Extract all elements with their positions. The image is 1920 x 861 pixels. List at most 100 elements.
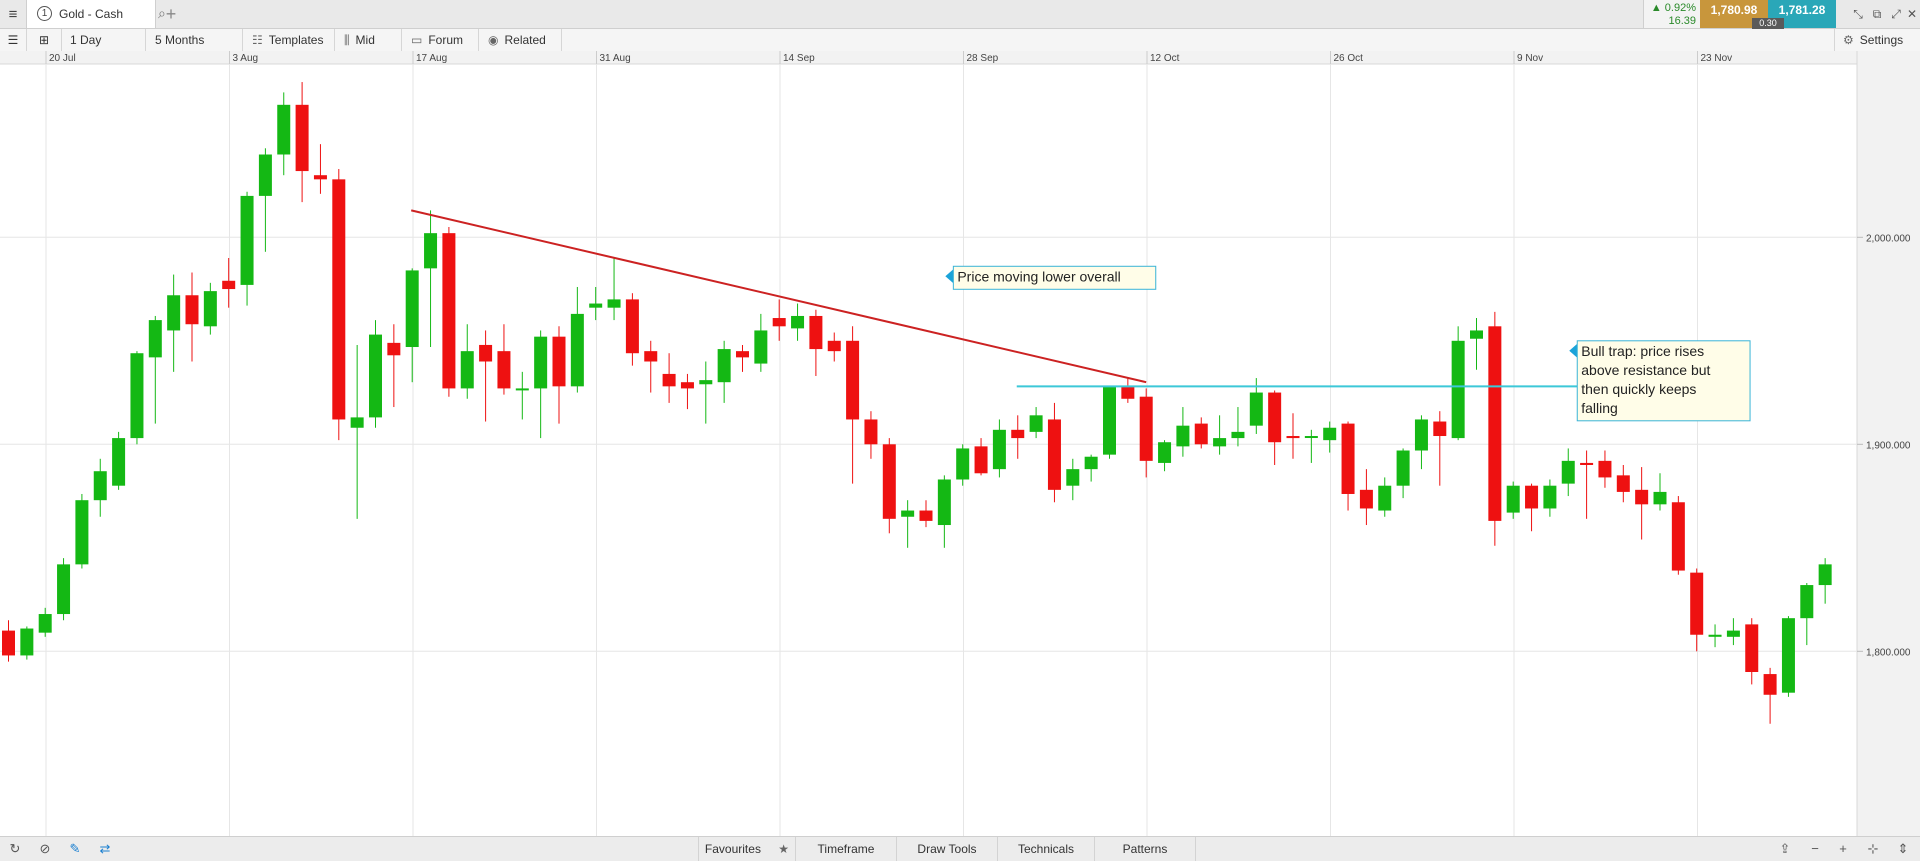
candle (1359, 469, 1373, 526)
pencil-icon[interactable]: ✎ (69, 841, 81, 856)
candle-body (864, 419, 878, 445)
candle (1231, 407, 1245, 447)
zoom-in-icon[interactable]: + (1839, 841, 1847, 856)
candle (332, 168, 346, 441)
callout-text: Price moving lower overall (957, 268, 1120, 284)
crosshair-icon[interactable]: ⊹ (1867, 841, 1879, 856)
popout-icon[interactable]: ⧉ (1872, 7, 1882, 21)
candle (1304, 429, 1318, 463)
candle (1745, 618, 1759, 685)
candle (1525, 483, 1539, 532)
candle-body (791, 315, 805, 329)
candle-body (809, 315, 823, 350)
tab-draw-tools[interactable]: Draw Tools (896, 837, 997, 861)
tab-patterns[interactable]: Patterns (1094, 837, 1196, 861)
candle (1176, 407, 1190, 457)
export-icon[interactable]: ⇪ (1779, 841, 1791, 856)
candle-body (1213, 438, 1227, 447)
settings-button[interactable]: ⚙ Settings (1834, 29, 1920, 51)
candle-body (515, 388, 529, 391)
candle-body (2, 630, 15, 656)
candle (148, 315, 162, 424)
candle (1396, 448, 1410, 499)
candle (479, 330, 493, 422)
candle (1323, 421, 1337, 453)
cancel-icon[interactable]: ⊘ (39, 841, 51, 856)
maximize-icon[interactable]: ⤢ (1891, 7, 1901, 21)
candle (937, 475, 951, 548)
candle (1763, 667, 1777, 724)
forum-button[interactable]: ▭ Forum (403, 29, 479, 51)
list-view-icon[interactable]: ☰ (0, 29, 27, 51)
candle-body (240, 195, 254, 285)
candle (313, 144, 327, 194)
candle-body (827, 340, 841, 352)
candles (2, 82, 1832, 724)
candle (1561, 448, 1575, 497)
fit-icon[interactable]: ⇕ (1897, 841, 1909, 856)
candle (699, 361, 713, 424)
x-tick-label: 12 Oct (1150, 53, 1180, 64)
refresh-icon[interactable]: ↻ (9, 841, 21, 856)
candle-body (1726, 630, 1740, 637)
candle-body (222, 280, 236, 290)
candle-body (754, 330, 768, 364)
range-selector[interactable]: 5 Months (147, 29, 243, 51)
price-type-label: Mid (355, 33, 375, 47)
candle-body (258, 154, 272, 196)
hamburger-icon[interactable]: ≡ (0, 0, 27, 28)
candle-body (570, 313, 584, 387)
close-icon[interactable]: ✕ (1906, 7, 1918, 21)
plot-background (0, 51, 1857, 836)
tab-timeframe[interactable]: Timeframe (795, 837, 896, 861)
candle-body (736, 351, 749, 358)
candle-body (901, 510, 915, 517)
magnet-icon[interactable]: ⇄ (99, 841, 111, 856)
candle (607, 258, 621, 321)
tab-favourites[interactable]: Favourites ★ (698, 837, 795, 861)
forum-label: Forum (428, 33, 464, 47)
candle (791, 303, 805, 341)
annotations: Price moving lower overall Bull trap: pri… (410, 209, 1751, 422)
callout: Price moving lower overall (945, 265, 1157, 290)
candle-body (1598, 460, 1612, 478)
zoom-out-icon[interactable]: − (1811, 841, 1819, 856)
change-percent: ▲ 0.92% (1650, 2, 1696, 14)
x-tick-label: 14 Sep (783, 53, 815, 64)
candle-body (1359, 489, 1373, 509)
candle-body (644, 351, 658, 362)
candle (1158, 440, 1172, 472)
candle-body (992, 429, 1006, 470)
candle (185, 272, 199, 362)
search-icon[interactable]: ⌕ (158, 5, 166, 21)
price-type-button[interactable]: ⫼ Mid (336, 29, 402, 51)
candle (680, 373, 694, 410)
interval-selector[interactable]: 1 Day (62, 29, 146, 51)
candle-body (1304, 436, 1318, 439)
price-chart[interactable]: 20 Jul 3 Aug 17 Aug 31 Aug 14 Sep 28 Sep 12 Oc… (0, 51, 1920, 836)
add-tab-button[interactable]: + (165, 4, 177, 24)
candle (222, 258, 236, 308)
candle-body (662, 373, 676, 387)
x-tick-label: 20 Jul (49, 53, 76, 64)
related-button[interactable]: ◉ Related (480, 29, 562, 51)
y-tick-label: 1,800.000 (1866, 647, 1911, 658)
templates-button[interactable]: ☷ Templates (244, 29, 335, 51)
tab-technicals[interactable]: Technicals (997, 837, 1094, 861)
candle (1506, 481, 1520, 519)
change-points: 16.39 (1668, 15, 1696, 27)
candle-body (1286, 436, 1300, 439)
candle (350, 344, 364, 519)
candle-body (1103, 386, 1116, 455)
minimize-icon[interactable]: ⤡ (1853, 7, 1863, 21)
layout-icon[interactable]: ⊞ (27, 29, 62, 51)
callout-text: above resistance but (1581, 362, 1710, 378)
candle-body (699, 380, 713, 385)
tab-gold-cash[interactable]: 1 Gold - Cash ⌕ (27, 0, 166, 28)
candle-body (1231, 431, 1245, 439)
candle (717, 340, 731, 403)
candle-body (350, 417, 364, 428)
candle (1818, 558, 1832, 604)
candle-body (1818, 564, 1832, 586)
candle (1708, 624, 1722, 648)
